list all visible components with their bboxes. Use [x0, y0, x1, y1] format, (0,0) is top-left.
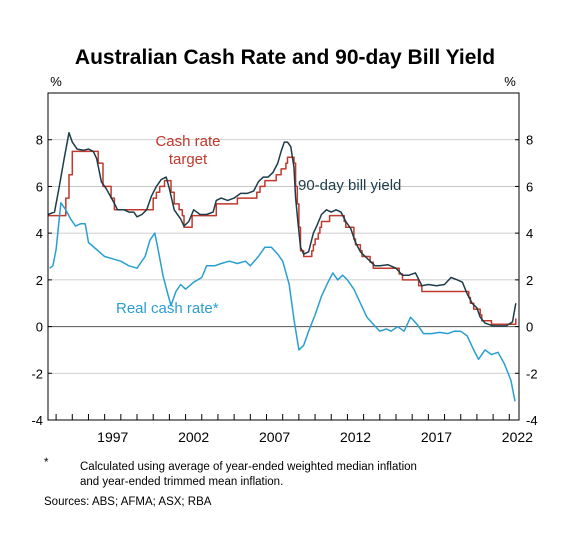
footnote-sources: Sources: ABS; AFMA; ASX; RBA	[44, 496, 212, 508]
bill-yield-label: 90-day bill yield	[298, 177, 401, 194]
footnote-text-line2: and year-ended trimmed mean inflation.	[80, 476, 284, 488]
x-tick-label: 2022	[502, 429, 533, 445]
grid-layer	[48, 139, 519, 374]
real-cash-rate-label: Real cash rate*	[116, 300, 219, 317]
cash-rate-label-line2: target	[169, 151, 208, 168]
x-tick-label: 2017	[421, 429, 452, 445]
cash-rate-label-line1: Cash rate	[155, 133, 220, 150]
axis-layer: -4 -4 -2 -2 0 0 2 2 4 4 6 6 8 8 1997 2002 2007 2012 2017 20…	[31, 92, 538, 445]
y-tick-label-left: 0	[36, 320, 43, 335]
x-tick-label: 1997	[97, 429, 128, 445]
footnote-text-line1: Calculated using average of year-ended w…	[80, 461, 417, 473]
footnote-marker: *	[44, 457, 49, 469]
y-tick-label-right: 2	[526, 273, 533, 288]
y-tick-label-right: 8	[526, 133, 533, 148]
chart-title: Australian Cash Rate and 90-day Bill Yie…	[75, 46, 495, 69]
y-tick-label-left: 8	[36, 133, 43, 148]
y-axis-unit-right: %	[504, 74, 516, 89]
y-tick-label-right: -2	[526, 366, 538, 381]
x-tick-label: 2012	[340, 429, 371, 445]
footnote-text: Calculated using average of year-ended w…	[80, 460, 520, 490]
series-layer	[47, 131, 517, 402]
y-tick-label-right: 4	[526, 226, 533, 241]
y-axis-unit-left: %	[50, 74, 62, 89]
y-tick-label-left: 4	[36, 226, 43, 241]
y-tick-label-left: -4	[31, 413, 43, 428]
series-line-90-day-bill-yield	[47, 131, 517, 327]
plot-frame	[47, 92, 520, 421]
y-tick-label-right: -4	[526, 413, 538, 428]
y-tick-label-left: 6	[36, 179, 43, 194]
series-label-layer: Cash rate target 90-day bill yield Real …	[116, 133, 401, 317]
series-line-cash-rate-target	[48, 150, 517, 325]
y-tick-label-right: 0	[526, 320, 533, 335]
x-tick-label: 2007	[259, 429, 290, 445]
y-tick-label-left: 2	[36, 273, 43, 288]
y-tick-label-right: 6	[526, 179, 533, 194]
y-tick-label-left: -2	[31, 366, 43, 381]
x-tick-label: 2002	[178, 429, 209, 445]
series-line-real-cash-rate	[49, 202, 516, 402]
chart-svg: Australian Cash Rate and 90-day Bill Yie…	[31, 46, 538, 445]
